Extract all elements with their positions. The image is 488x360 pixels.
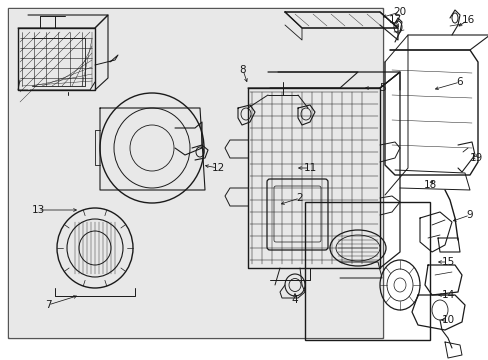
Text: 18: 18 xyxy=(423,180,436,190)
Text: 14: 14 xyxy=(441,290,454,300)
Text: 13: 13 xyxy=(31,205,44,215)
Text: 7: 7 xyxy=(44,300,51,310)
Text: 5: 5 xyxy=(379,83,386,93)
Text: 19: 19 xyxy=(468,153,482,163)
Text: 2: 2 xyxy=(296,193,303,203)
Text: 15: 15 xyxy=(441,257,454,267)
Text: 11: 11 xyxy=(303,163,316,173)
Text: 16: 16 xyxy=(461,15,474,25)
Text: 10: 10 xyxy=(441,315,454,325)
Bar xyxy=(8,8,382,338)
Text: 17: 17 xyxy=(387,15,401,25)
Text: 8: 8 xyxy=(239,65,246,75)
Text: 20: 20 xyxy=(393,7,406,17)
Bar xyxy=(9,9,381,337)
Bar xyxy=(305,202,429,340)
Text: 6: 6 xyxy=(456,77,462,87)
Text: 9: 9 xyxy=(466,210,472,220)
Text: 4: 4 xyxy=(291,295,298,305)
Text: 12: 12 xyxy=(211,163,224,173)
